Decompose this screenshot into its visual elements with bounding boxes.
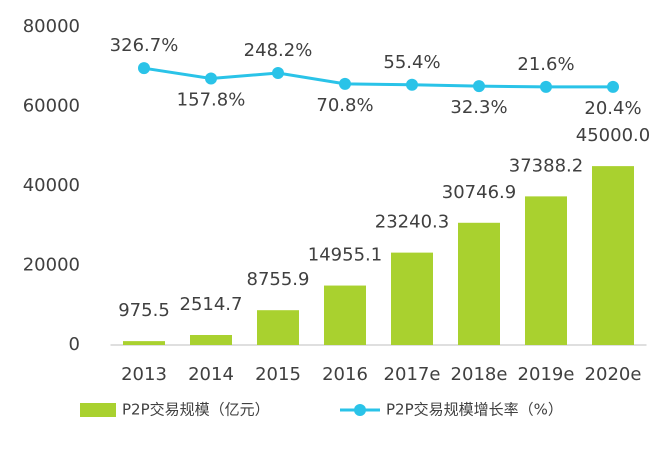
line-value-label: 21.6% — [517, 54, 574, 75]
line-value-label: 20.4% — [584, 98, 641, 119]
legend-swatch — [80, 403, 116, 417]
legend-swatch-marker — [354, 404, 366, 416]
line-marker — [406, 78, 418, 91]
bar — [525, 196, 567, 345]
line-marker — [272, 66, 284, 79]
bar — [592, 166, 634, 345]
bar-value-label: 45000.0 — [576, 125, 650, 146]
bar-value-label: 2514.7 — [180, 294, 243, 315]
line-marker — [540, 80, 552, 93]
bar — [458, 222, 500, 345]
line-marker — [473, 80, 485, 93]
line-marker — [339, 77, 351, 90]
y-tick-label: 80000 — [23, 16, 80, 37]
line-value-label: 55.4% — [383, 52, 440, 73]
line-marker — [607, 80, 619, 93]
line — [143, 66, 614, 89]
legend-label: P2P交易规模增长率（%） — [386, 401, 563, 419]
line-value-label: 70.8% — [316, 95, 373, 116]
line-value-label: 248.2% — [244, 40, 313, 61]
bar — [324, 285, 366, 345]
legend-label: P2P交易规模（亿元） — [122, 401, 270, 419]
bar-value-label: 23240.3 — [375, 212, 449, 233]
y-tick-label: 40000 — [23, 175, 80, 196]
bar — [391, 252, 433, 345]
y-tick-label: 0 — [69, 334, 80, 355]
y-tick-label: 60000 — [23, 96, 80, 117]
line-value-label: 157.8% — [177, 90, 246, 111]
bar-value-label: 30746.9 — [442, 182, 516, 203]
x-tick-label: 2018e — [451, 364, 508, 385]
y-tick-label: 20000 — [23, 255, 80, 276]
line-value-label: 326.7% — [110, 35, 179, 56]
bar-value-label: 975.5 — [118, 300, 170, 321]
x-tick-label: 2019e — [518, 364, 575, 385]
line-marker — [205, 72, 217, 85]
x-tick-label: 2017e — [384, 364, 441, 385]
bar-value-label: 14955.1 — [308, 245, 382, 266]
bar — [257, 310, 299, 345]
bar-value-label: 37388.2 — [509, 155, 583, 176]
line-value-label: 32.3% — [450, 97, 507, 118]
x-tick-label: 2015 — [255, 364, 301, 385]
x-tick-label: 2016 — [322, 364, 368, 385]
bar — [123, 341, 165, 345]
x-tick-label: 2020e — [585, 364, 642, 385]
line-marker — [138, 62, 150, 75]
x-tick-label: 2014 — [188, 364, 234, 385]
x-tick-label: 2013 — [121, 364, 167, 385]
bar — [190, 335, 232, 345]
bar-value-label: 8755.9 — [247, 269, 310, 290]
